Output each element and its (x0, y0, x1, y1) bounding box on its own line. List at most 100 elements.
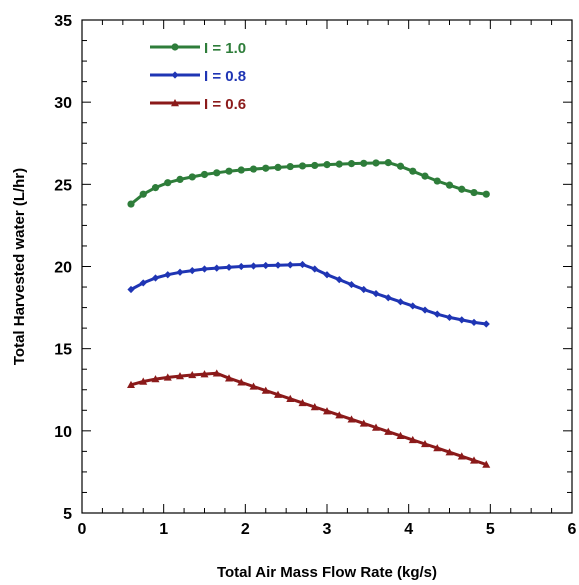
data-point (262, 261, 270, 270)
series-2 (127, 260, 490, 328)
data-point (433, 177, 441, 185)
y-tick-label: 15 (54, 342, 72, 359)
data-point (237, 166, 245, 174)
data-point (176, 268, 184, 276)
data-point (261, 386, 270, 394)
y-tick-label: 5 (63, 506, 72, 523)
legend-item: I = 0.6 (150, 96, 246, 113)
data-point (188, 370, 197, 379)
data-point (347, 415, 356, 423)
y-tick-label: 20 (54, 260, 72, 277)
data-point (470, 456, 478, 464)
data-point (176, 175, 184, 184)
data-point (470, 318, 478, 326)
data-point (139, 377, 148, 385)
data-point (384, 427, 393, 435)
data-point (347, 280, 356, 289)
data-point (445, 181, 454, 189)
data-point (409, 302, 417, 310)
data-point (310, 403, 319, 411)
data-point (372, 423, 380, 431)
data-point (212, 369, 221, 377)
data-point (384, 159, 392, 167)
x-tick-label: 5 (486, 521, 495, 538)
series-3 (127, 369, 491, 468)
y-tick-label: 35 (54, 13, 72, 30)
data-point (433, 444, 442, 452)
x-tick-label: 0 (78, 521, 87, 538)
data-point (335, 276, 343, 284)
data-point (164, 271, 172, 279)
data-point (171, 43, 179, 51)
y-axis-ticks: 5 10 15 20 25 30 35 (54, 13, 572, 523)
data-point (286, 162, 294, 171)
data-point (323, 161, 331, 169)
data-point (433, 310, 441, 318)
data-point (421, 172, 429, 180)
x-tick-label: 1 (159, 521, 168, 538)
data-point (335, 411, 344, 419)
data-point (200, 170, 209, 179)
data-point (213, 264, 221, 272)
x-tick-label: 6 (568, 521, 577, 538)
data-point (286, 261, 294, 269)
data-point (237, 262, 245, 271)
legend-label: I = 0.8 (204, 68, 246, 85)
legend-item: I = 0.8 (150, 68, 246, 85)
data-point (470, 188, 478, 197)
plot-frame (81, 19, 573, 514)
data-point (274, 390, 282, 398)
x-tick-label: 4 (404, 521, 413, 538)
data-point (298, 398, 307, 407)
data-point (237, 378, 246, 386)
x-tick-label: 3 (323, 521, 332, 538)
y-tick-label: 30 (54, 95, 72, 112)
data-point (225, 167, 233, 175)
plot-area-border (81, 19, 573, 514)
series-line (130, 161, 487, 206)
data-point (151, 375, 160, 383)
data-point (176, 372, 184, 380)
data-point (139, 190, 147, 198)
data-point (213, 169, 221, 177)
data-point (359, 419, 368, 427)
data-point (384, 294, 392, 302)
series-layer (127, 159, 491, 468)
series-1 (127, 159, 490, 208)
series-line (130, 263, 487, 326)
x-tick-label: 2 (241, 521, 250, 538)
data-point (127, 380, 135, 389)
data-point (298, 162, 307, 170)
x-axis-ticks: 0 1 2 3 4 5 6 (78, 20, 577, 538)
legend: I = 1.0 I = 0.8 I = 0.6 (150, 40, 246, 113)
data-point (171, 71, 179, 79)
data-point (151, 274, 160, 282)
data-point (445, 448, 454, 456)
data-point (421, 306, 429, 314)
legend-label: I = 1.0 (204, 40, 246, 57)
data-point (445, 313, 454, 322)
data-point (311, 265, 319, 273)
data-point (274, 261, 282, 269)
data-point (360, 285, 368, 294)
data-point (458, 316, 466, 324)
data-point (482, 460, 491, 468)
data-point (396, 162, 405, 170)
data-point (171, 99, 179, 107)
data-point (396, 431, 405, 439)
y-axis-title: Total Harvested water (L/hr) (11, 168, 28, 365)
data-point (188, 173, 196, 181)
data-point (482, 320, 490, 328)
data-point (457, 452, 466, 460)
data-point (360, 159, 368, 167)
data-point (225, 263, 233, 271)
data-point (335, 160, 343, 168)
data-point (298, 260, 307, 269)
data-point (347, 160, 356, 168)
data-point (262, 164, 270, 172)
data-point (249, 382, 258, 390)
data-point (323, 407, 331, 415)
legend-item: I = 1.0 (150, 40, 246, 57)
data-point (127, 200, 135, 208)
series-line (130, 371, 487, 466)
